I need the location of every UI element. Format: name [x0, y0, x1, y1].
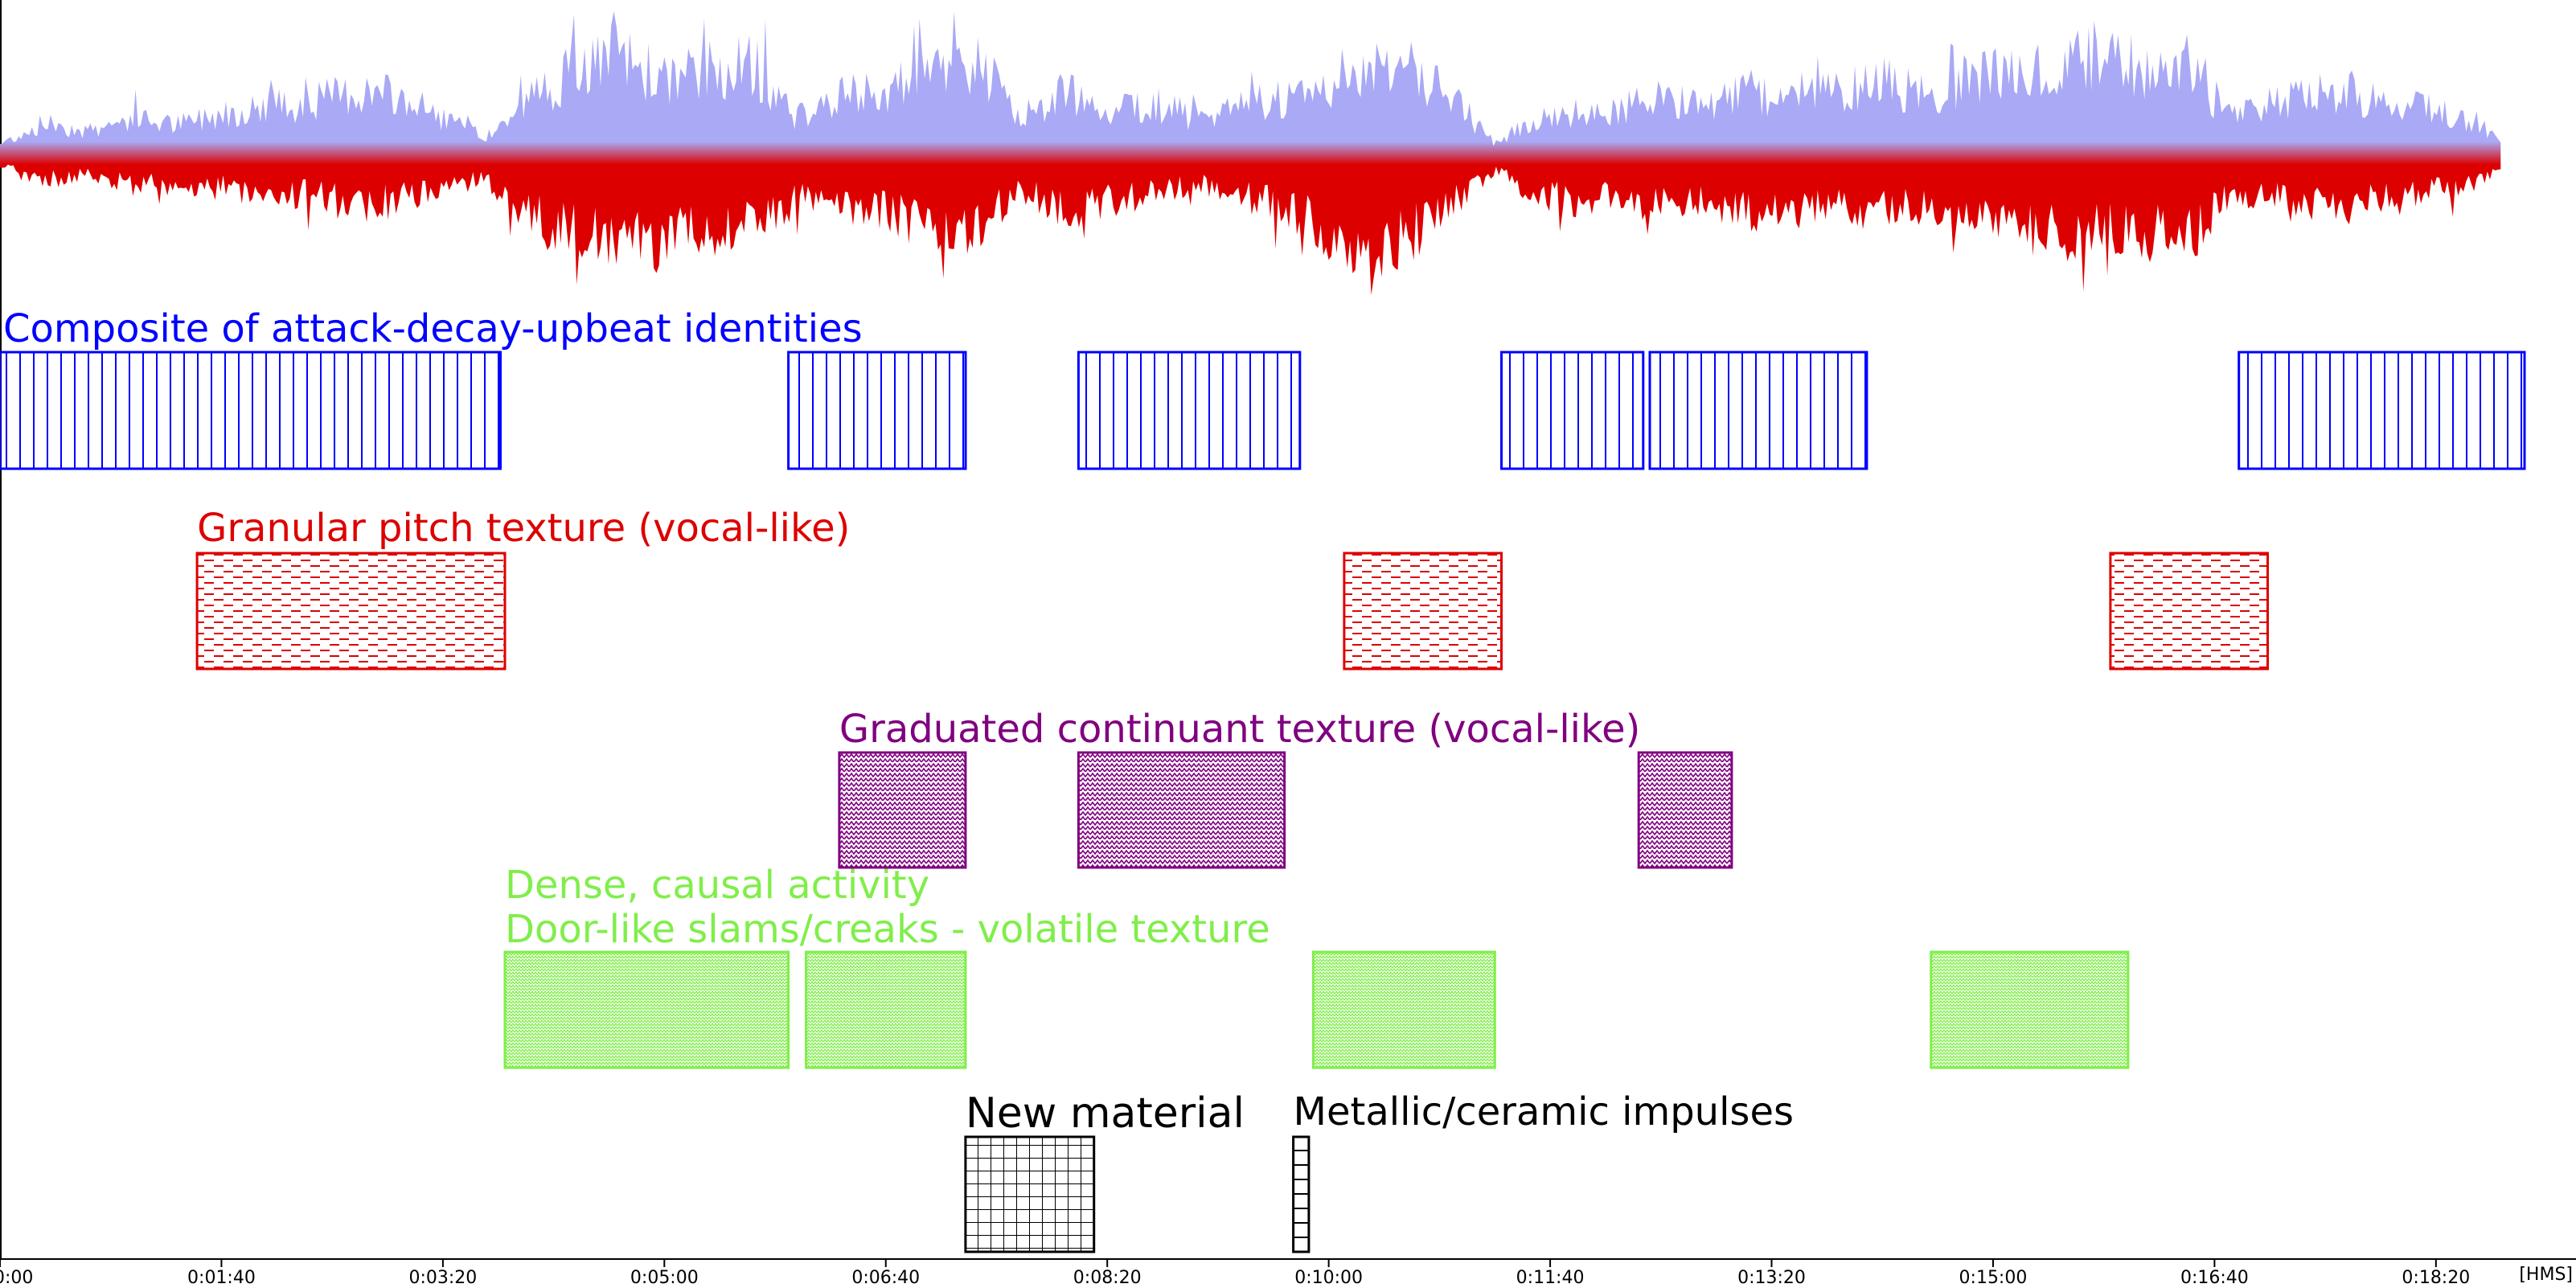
- track-2: Granular pitch texture (vocal-like): [195, 506, 2269, 671]
- track-segment: [0, 351, 502, 470]
- track-label: New material: [966, 1089, 1245, 1138]
- track-5: New material: [964, 1089, 1245, 1253]
- track-segment: [1292, 1135, 1311, 1253]
- axis-tick-label: 0:01:40: [187, 1268, 256, 1288]
- track-segment: [503, 950, 790, 1069]
- track-segment: [1500, 351, 1645, 470]
- annotation-tracks: Composite of attack-decay-upbeat identit…: [0, 306, 2526, 1253]
- track-1: Composite of attack-decay-upbeat identit…: [0, 306, 2526, 470]
- axis-tick-label: 0:05:00: [630, 1268, 699, 1288]
- axis-tick-label: 0:10:00: [1294, 1268, 1363, 1288]
- axis-unit-label: [HMS]: [2519, 1265, 2573, 1285]
- axis-tick-label: 0:11:40: [1516, 1268, 1585, 1288]
- axis-tick-label: 0:00: [0, 1268, 33, 1288]
- track-segment: [1648, 351, 1868, 470]
- track-segment: [838, 751, 967, 869]
- track-segment: [2109, 552, 2269, 671]
- axis-tick-label: 0:06:40: [851, 1268, 920, 1288]
- axis-tick-label: 0:18:20: [2402, 1268, 2470, 1288]
- track-segment: [1343, 552, 1503, 671]
- track-label: Metallic/ceramic impulses: [1294, 1089, 1794, 1134]
- track-label: Graduated continuant texture (vocal-like…: [839, 707, 1640, 752]
- track-6: Metallic/ceramic impulses: [1292, 1089, 1794, 1253]
- axis-tick-label: 0:08:20: [1073, 1268, 1142, 1288]
- waveform-shape: [0, 11, 2501, 295]
- track-3: Graduated continuant texture (vocal-like…: [838, 707, 1733, 869]
- track-label: Granular pitch texture (vocal-like): [197, 506, 850, 551]
- track-segment: [805, 950, 967, 1069]
- waveform: [0, 11, 2501, 295]
- track-segment: [1637, 751, 1733, 869]
- track-segment: [1930, 950, 2130, 1069]
- track-segment: [787, 351, 967, 470]
- track-label: Composite of attack-decay-upbeat identit…: [3, 306, 863, 351]
- time-axis: 0:00 0:01:40 0:03:20 0:05:00 0:06:40 0:08:20 0…: [0, 1258, 2576, 1288]
- track-label-line2: Door-like slams/creaks - volatile textur…: [505, 907, 1270, 952]
- track-label: Dense, causal activity: [505, 863, 929, 908]
- axis-tick-label: 0:03:20: [408, 1268, 477, 1288]
- axis-tick-label: 0:15:00: [1959, 1268, 2028, 1288]
- axis-tick-label: 0:16:40: [2180, 1268, 2249, 1288]
- track-segment: [1077, 751, 1286, 869]
- track-segment: [1311, 950, 1496, 1069]
- track-segment: [964, 1135, 1096, 1253]
- track-segment: [1077, 351, 1302, 470]
- axis-tick-label: 0:13:20: [1737, 1268, 1806, 1288]
- track-segment: [2238, 351, 2526, 470]
- track-segment: [195, 552, 507, 671]
